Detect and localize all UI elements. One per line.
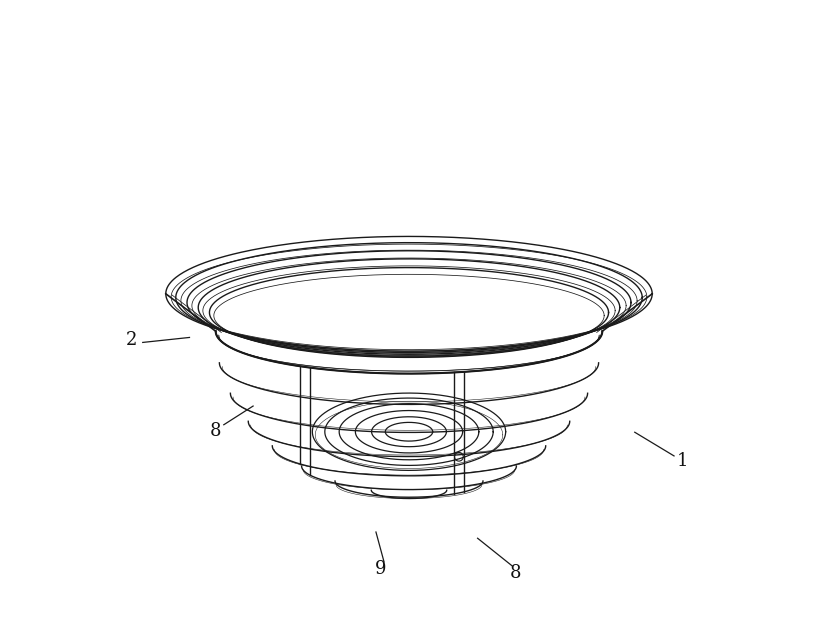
Text: 9: 9 [375,561,387,578]
Text: 2: 2 [126,331,137,349]
Text: 1: 1 [676,452,688,470]
Text: 8: 8 [510,564,521,582]
Text: 8: 8 [210,422,222,440]
